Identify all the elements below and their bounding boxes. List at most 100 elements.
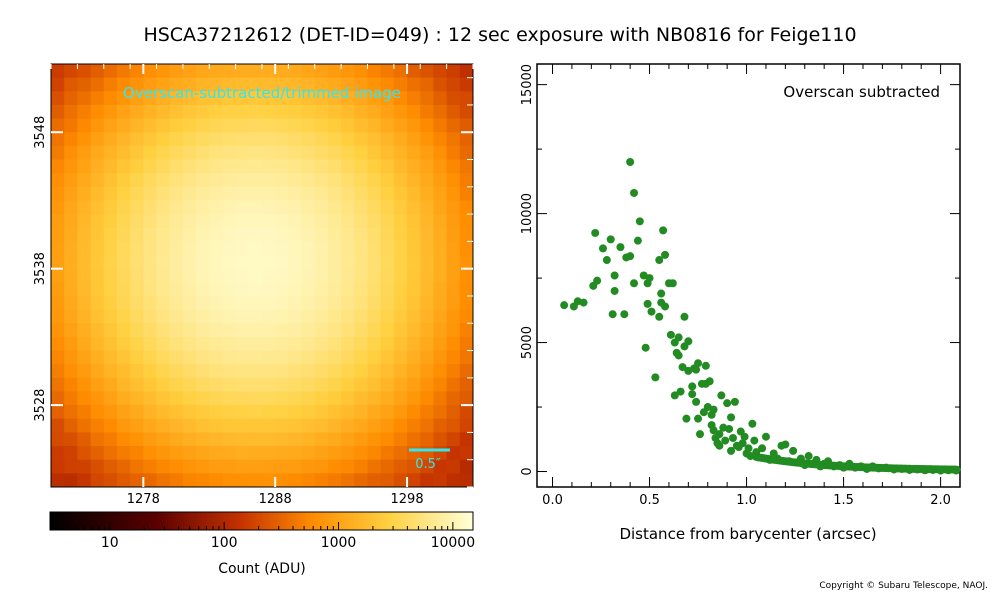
heatmap-cell (367, 104, 382, 120)
heatmap-cell (169, 132, 184, 147)
heatmap-cell (433, 268, 448, 283)
image-x-tick-label: 1288 (259, 492, 292, 507)
heatmap-cell (262, 255, 276, 270)
heatmap-cell (222, 323, 237, 338)
heatmap-cell (354, 309, 369, 324)
heatmap-cell (235, 282, 250, 297)
heatmap-cell (446, 104, 461, 120)
heatmap-cell (288, 473, 303, 487)
heatmap-cell (433, 336, 448, 352)
heatmap-cell (327, 241, 342, 256)
heatmap-cell (407, 145, 421, 161)
scatter-y-tick-label: 15000 (520, 64, 535, 105)
heatmap-cell (420, 173, 435, 188)
heatmap-cell (420, 282, 435, 297)
heatmap-cell (196, 295, 210, 311)
heatmap-cell (196, 186, 210, 202)
heatmap-cell (380, 104, 395, 120)
scatter-points (560, 158, 961, 475)
heatmap-cell (196, 118, 210, 133)
heatmap-cell (341, 64, 355, 79)
heatmap-cell (288, 214, 303, 229)
heatmap-cell (275, 418, 289, 434)
heatmap-cell (130, 104, 144, 120)
heatmap-cell (103, 323, 118, 338)
heatmap-cell (51, 377, 65, 393)
heatmap-cell (77, 268, 92, 283)
heatmap-cell (209, 241, 224, 256)
scatter-y-tick-label: 0 (520, 467, 535, 475)
heatmap-cell (156, 268, 171, 283)
heatmap-cell (235, 241, 250, 256)
heatmap-cell (275, 282, 289, 297)
heatmap-cell (116, 77, 131, 92)
heatmap-cell (90, 459, 105, 474)
heatmap-cell (77, 214, 92, 229)
heatmap-cell (156, 77, 171, 92)
heatmap-cell (393, 145, 408, 161)
scatter-point (659, 226, 668, 235)
heatmap-cell (354, 241, 369, 256)
heatmap-cell (51, 77, 65, 92)
heatmap-cell (64, 132, 78, 147)
scatter-point (694, 359, 703, 368)
heatmap-cell (77, 323, 92, 338)
heatmap-cell (77, 418, 92, 434)
heatmap-cell (130, 295, 144, 311)
heatmap-cell (196, 255, 210, 270)
heatmap-cell (367, 214, 382, 229)
heatmap-cell (262, 104, 276, 120)
heatmap-cell (235, 268, 250, 283)
heatmap-cell (169, 214, 184, 229)
heatmap-cell (380, 459, 395, 474)
heatmap-cell (182, 459, 197, 474)
heatmap-cell (420, 309, 435, 324)
heatmap-cell (420, 255, 435, 270)
heatmap-cell (182, 473, 197, 487)
heatmap-cell (367, 432, 382, 447)
heatmap-cell (367, 200, 382, 215)
heatmap-cell (169, 173, 184, 188)
heatmap-cell (446, 446, 461, 461)
heatmap-cell (367, 91, 382, 106)
heatmap-cell (459, 364, 473, 379)
heatmap-cell (341, 77, 355, 92)
heatmap-cell (51, 459, 65, 474)
heatmap-cell (64, 282, 78, 297)
heatmap-cell (156, 405, 171, 420)
heatmap-cell (51, 227, 65, 242)
heatmap-cell (314, 473, 329, 487)
heatmap-cell (446, 377, 461, 393)
heatmap-cell (341, 268, 355, 283)
heatmap-cell (407, 91, 421, 106)
heatmap-cell (354, 323, 369, 338)
heatmap-cell (407, 473, 421, 487)
heatmap-cell (130, 459, 144, 474)
heatmap-cell (459, 104, 473, 120)
heatmap-cell (248, 309, 263, 324)
scatter-point (680, 312, 689, 321)
heatmap-cell (354, 200, 369, 215)
heatmap-cell (301, 186, 316, 202)
heatmap-cell (275, 295, 289, 311)
heatmap-cell (209, 255, 224, 270)
heatmap-cell (51, 295, 65, 311)
heatmap-cell (262, 227, 276, 242)
heatmap-cell (341, 255, 355, 270)
scatter-point (645, 274, 654, 283)
heatmap-cell (446, 241, 461, 256)
heatmap-cell (90, 77, 105, 92)
scatter-point (657, 289, 666, 298)
heatmap-cell (354, 214, 369, 229)
heatmap-cell (209, 459, 224, 474)
heatmap-cell (262, 391, 276, 406)
heatmap-cell (433, 255, 448, 270)
heatmap-cell (459, 336, 473, 352)
heatmap-cell (156, 104, 171, 120)
heatmap-cell (235, 200, 250, 215)
heatmap-cell (393, 377, 408, 393)
heatmap-cell (196, 64, 210, 79)
heatmap-cell (327, 200, 342, 215)
image-y-tick-label: 3538 (33, 252, 48, 285)
heatmap-cell (367, 473, 382, 487)
